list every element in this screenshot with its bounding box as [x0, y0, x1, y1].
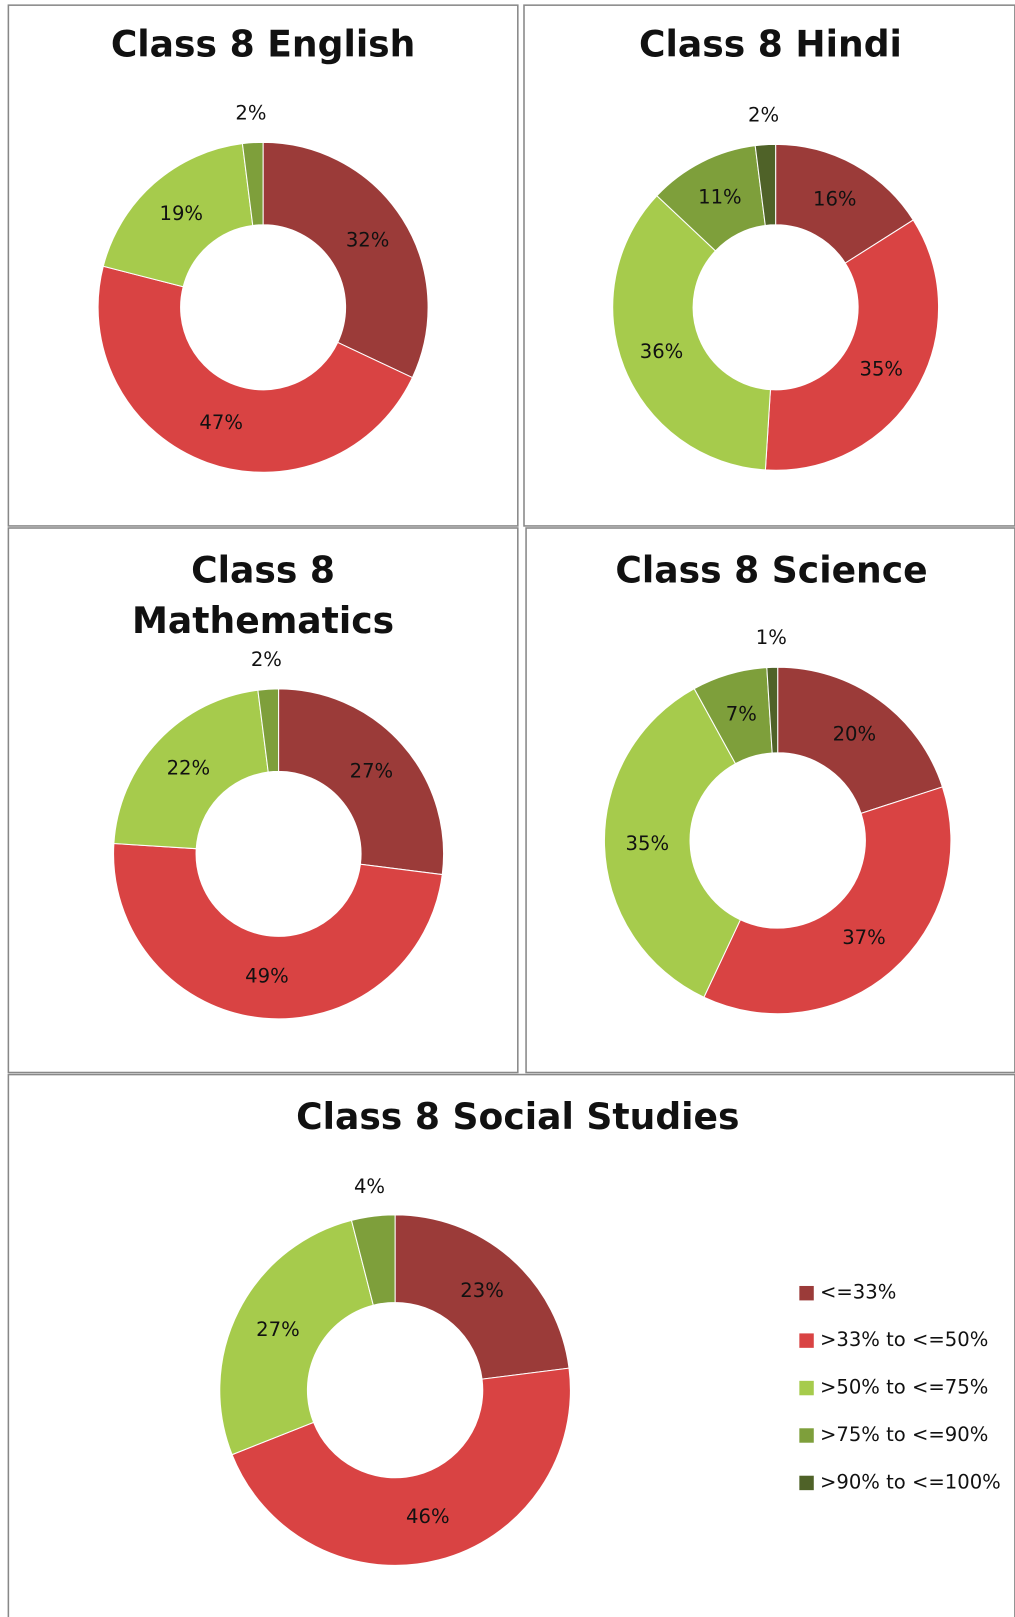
title-box: Class 8 Mathematics [131, 550, 395, 643]
panel [7, 527, 519, 1074]
title-box: Class 8 Science [615, 550, 928, 592]
donut-segment [97, 265, 414, 473]
donut-segment [764, 219, 940, 471]
donut-segment [754, 143, 777, 227]
legend-label: >75% to <=90% [820, 1423, 988, 1446]
data-label: 36% [640, 340, 684, 363]
chart-title: Class 8 Mathematics [131, 550, 395, 643]
donut-segment [703, 786, 952, 1015]
title-box: Class 8 Hindi [639, 24, 902, 66]
donut-segment [113, 689, 269, 850]
chart-title: Class 8 Hindi [639, 24, 902, 66]
chart-title: Class 8 Science [615, 550, 928, 592]
data-label: 37% [842, 926, 886, 949]
donut-segment [350, 1214, 396, 1306]
data-label: 47% [199, 411, 243, 434]
donut-segment [102, 143, 254, 288]
legend-marker [799, 1380, 814, 1396]
donut-segment [603, 687, 742, 998]
data-label: 20% [833, 722, 877, 745]
legend-marker [799, 1285, 814, 1301]
data-label: 23% [460, 1279, 504, 1302]
data-label: 27% [350, 760, 394, 783]
legend-marker [799, 1333, 814, 1348]
data-label: 16% [813, 187, 857, 210]
donut-segment [219, 1219, 374, 1456]
donut-segment [113, 842, 443, 1020]
donut-segment [231, 1367, 571, 1566]
legend-marker [799, 1428, 814, 1443]
donut-segment [257, 688, 280, 773]
chart-title: Class 8 Social Studies [296, 1097, 740, 1139]
legend-label: >90% to <=100% [820, 1470, 1001, 1493]
data-label: 1% [756, 626, 787, 649]
legend-marker [799, 1475, 814, 1491]
chart-title: Class 8 English [110, 24, 416, 66]
data-label: 27% [256, 1318, 300, 1341]
donut-segment [612, 195, 771, 471]
data-label: 7% [726, 703, 757, 726]
data-label: 49% [245, 965, 289, 988]
data-label: 2% [251, 648, 282, 671]
data-label: 2% [748, 103, 779, 126]
donut-segment [394, 1214, 570, 1380]
donut-segment [766, 666, 779, 754]
legend-label: >33% to <=50% [820, 1328, 988, 1351]
donut-segment [241, 141, 264, 227]
legend-label: <=33% [820, 1281, 896, 1304]
donut-segment [775, 143, 914, 264]
data-label: 19% [159, 202, 203, 225]
data-label: 35% [859, 357, 903, 380]
data-label: 2% [235, 101, 266, 124]
title-box: Class 8 Social Studies [296, 1097, 740, 1139]
data-label: 35% [626, 832, 670, 855]
data-label: 46% [406, 1505, 450, 1528]
title-box: Class 8 English [110, 24, 416, 66]
donut-segment [777, 666, 944, 815]
data-label: 32% [346, 229, 390, 252]
donut-segment [278, 688, 445, 876]
data-label: 11% [698, 185, 742, 208]
donut-segment [262, 141, 429, 379]
panel [7, 4, 519, 527]
data-label: 4% [354, 1175, 385, 1198]
legend-label: >50% to <=75% [820, 1376, 988, 1399]
data-label: 22% [167, 757, 211, 780]
